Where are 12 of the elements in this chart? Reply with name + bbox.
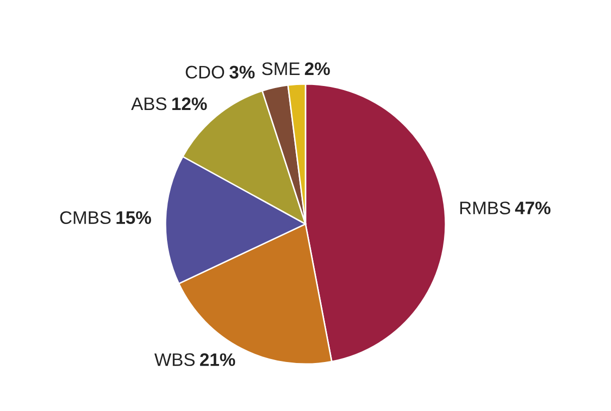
data-label: 3%: [229, 66, 255, 79]
slice-label: CDO: [186, 66, 224, 79]
slice-label: WBS: [154, 353, 195, 366]
slice-label: SME: [262, 62, 300, 76]
slice-label: ABS: [131, 97, 166, 110]
data-label: 21%: [200, 353, 236, 366]
data-label: 2%: [304, 62, 330, 76]
data-label: 12%: [172, 97, 207, 110]
slice-label: CMBS: [60, 211, 111, 224]
slice-label: RMBS: [460, 202, 510, 214]
data-label: 15%: [116, 211, 152, 224]
data-label: 47%: [515, 202, 550, 214]
